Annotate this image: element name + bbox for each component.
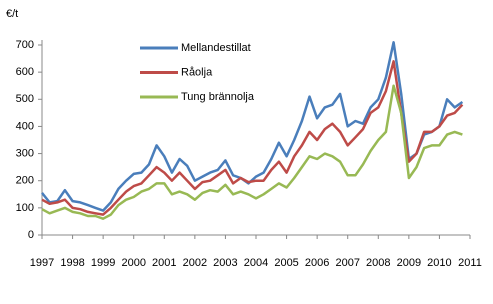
x-tick-label: 1998 [60,257,84,269]
x-tick-label: 2005 [274,257,298,269]
series-line [41,41,464,212]
x-tick-label: 2004 [244,257,268,269]
legend-label: Mellandestillat [181,42,251,54]
y-tick-label: 300 [16,147,34,159]
x-tick-label: 2001 [152,257,176,269]
y-tick-label: 400 [16,120,34,132]
y-tick-label: 100 [16,202,34,214]
x-tick-label: 2002 [183,257,207,269]
y-axis-label: €/t [6,8,18,20]
x-tick-label: 1997 [30,257,54,269]
x-tick-label: 2007 [335,257,359,269]
x-tick-label: 2011 [458,257,482,269]
series-line [41,84,463,220]
x-tick-label: 2003 [213,257,237,269]
x-tick-label: 2000 [121,257,145,269]
x-tick-label: 2009 [397,257,421,269]
legend-label: Råolja [181,66,213,78]
legend-label: Tung brännolja [181,91,255,103]
y-tick-label: 0 [28,229,34,241]
x-tick-label: 1999 [91,257,115,269]
x-tick-label: 2010 [427,257,451,269]
series-line [41,60,464,216]
y-tick-label: 500 [16,93,34,105]
y-tick-label: 200 [16,175,34,187]
y-tick-label: 700 [16,39,34,51]
x-tick-label: 2006 [305,257,329,269]
x-tick-label: 2008 [366,257,390,269]
y-tick-label: 600 [16,66,34,78]
